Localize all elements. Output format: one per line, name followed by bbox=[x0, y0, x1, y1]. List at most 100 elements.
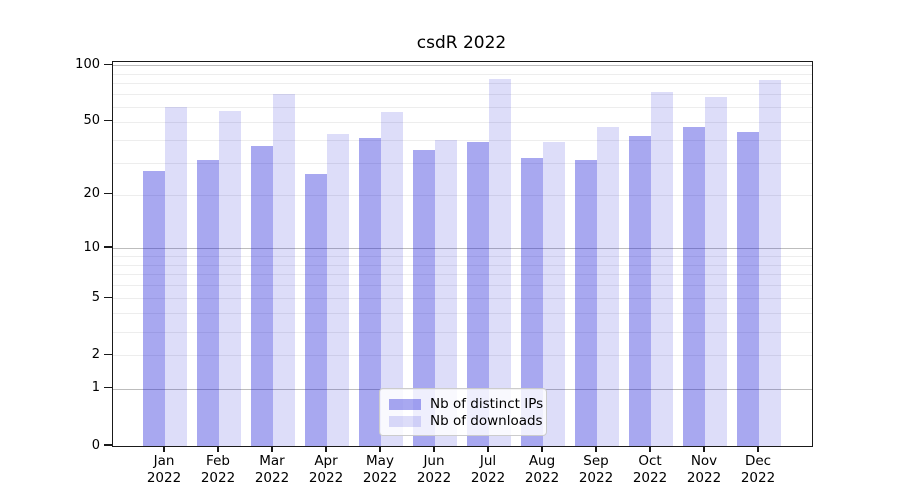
x-tick-label-month: Jul bbox=[479, 453, 497, 469]
legend-label-downloads: Nb of downloads bbox=[430, 413, 543, 429]
bar-downloads bbox=[327, 133, 349, 446]
bar-distinct-ips bbox=[683, 126, 705, 446]
bar-downloads bbox=[381, 112, 403, 446]
bar-downloads bbox=[759, 80, 781, 446]
y-tick-label: 0 bbox=[91, 437, 100, 453]
x-tick-mark bbox=[757, 446, 759, 452]
x-tick-label-year: 2022 bbox=[686, 470, 722, 486]
legend-item-distinct-ips: Nb of distinct IPs bbox=[389, 396, 543, 412]
bar-distinct-ips bbox=[359, 137, 381, 446]
x-tick-label-year: 2022 bbox=[200, 470, 236, 486]
bar-downloads bbox=[219, 111, 241, 446]
x-tick-mark bbox=[325, 446, 327, 452]
x-tick-label-year: 2022 bbox=[416, 470, 452, 486]
x-tick-mark bbox=[703, 446, 705, 452]
gridline-minor bbox=[113, 106, 812, 108]
bar-distinct-ips bbox=[251, 145, 273, 446]
bar-distinct-ips bbox=[629, 135, 651, 446]
gridline-major bbox=[113, 248, 812, 250]
bar-distinct-ips bbox=[521, 157, 543, 446]
x-tick-label: Aug 2022 bbox=[514, 453, 570, 487]
gridline-minor bbox=[113, 264, 812, 266]
legend-label-distinct-ips: Nb of distinct IPs bbox=[430, 396, 544, 412]
legend-swatch-distinct-ips-icon bbox=[389, 398, 421, 410]
x-tick-label-month: Dec bbox=[744, 453, 772, 469]
gridline-minor bbox=[113, 194, 812, 196]
x-tick-label: Oct 2022 bbox=[622, 453, 678, 487]
bar-downloads bbox=[651, 92, 673, 446]
y-tick-mark bbox=[104, 353, 112, 356]
x-tick-label: May 2022 bbox=[352, 453, 408, 487]
bar-distinct-ips bbox=[143, 171, 165, 446]
bar-distinct-ips bbox=[575, 160, 597, 446]
x-tick-label: Mar 2022 bbox=[244, 453, 300, 487]
x-tick-label: Jun 2022 bbox=[406, 453, 462, 487]
x-tick-label-month: Oct bbox=[638, 453, 662, 469]
x-tick-label: Feb 2022 bbox=[190, 453, 246, 487]
bar-downloads bbox=[435, 139, 457, 446]
x-tick-label-month: May bbox=[366, 453, 394, 469]
x-tick-label-year: 2022 bbox=[740, 470, 776, 486]
y-tick-mark bbox=[104, 246, 112, 248]
x-tick-label: Nov 2022 bbox=[676, 453, 732, 487]
x-tick-label-month: Jan bbox=[153, 453, 175, 469]
x-tick-mark bbox=[271, 446, 273, 452]
legend-swatch-downloads-icon bbox=[389, 415, 421, 427]
x-tick-label-month: Apr bbox=[314, 453, 338, 469]
x-tick-label-year: 2022 bbox=[470, 470, 506, 486]
y-tick-label: 1 bbox=[91, 380, 100, 396]
x-tick-label-month: Mar bbox=[259, 453, 285, 469]
y-tick-label: 50 bbox=[83, 113, 100, 129]
y-tick-label: 5 bbox=[91, 289, 100, 305]
y-tick-mark bbox=[104, 63, 112, 65]
gridline-minor bbox=[113, 121, 812, 123]
gridline-minor bbox=[113, 274, 812, 276]
x-tick-mark bbox=[649, 446, 651, 452]
x-tick-mark bbox=[433, 446, 435, 452]
gridline-minor bbox=[113, 313, 812, 315]
gridline-minor bbox=[113, 73, 812, 75]
gridline-minor bbox=[113, 285, 812, 287]
bar-distinct-ips bbox=[197, 160, 219, 446]
x-tick-label: Jan 2022 bbox=[136, 453, 192, 487]
x-tick-label-year: 2022 bbox=[254, 470, 290, 486]
x-tick-label-month: Nov bbox=[690, 453, 718, 469]
x-tick-mark bbox=[487, 446, 489, 452]
x-tick-label-year: 2022 bbox=[632, 470, 668, 486]
x-tick-mark bbox=[595, 446, 597, 452]
legend-item-downloads: Nb of downloads bbox=[389, 413, 543, 429]
bar-downloads bbox=[597, 126, 619, 446]
y-tick-mark bbox=[104, 296, 112, 298]
x-tick-label: Sep 2022 bbox=[568, 453, 624, 487]
y-tick-mark bbox=[104, 193, 112, 195]
gridline-minor bbox=[113, 94, 812, 96]
x-tick-mark bbox=[541, 446, 543, 452]
bar-downloads bbox=[273, 94, 295, 446]
legend: Nb of distinct IPs Nb of downloads bbox=[379, 388, 547, 436]
x-tick-mark bbox=[217, 446, 219, 452]
x-tick-label: Dec 2022 bbox=[730, 453, 786, 487]
y-tick-label: 20 bbox=[83, 186, 100, 202]
bar-distinct-ips bbox=[305, 174, 327, 446]
y-tick-label: 2 bbox=[91, 346, 100, 362]
gridline-minor bbox=[113, 331, 812, 333]
chart-title: csdR 2022 bbox=[416, 33, 507, 53]
bar-distinct-ips bbox=[467, 141, 489, 446]
x-tick-mark bbox=[379, 446, 381, 452]
y-tick-label: 10 bbox=[83, 239, 100, 255]
gridline-minor bbox=[113, 355, 812, 357]
gridline-minor bbox=[113, 298, 812, 300]
x-tick-label: Jul 2022 bbox=[460, 453, 516, 487]
bar-downloads bbox=[489, 79, 511, 446]
gridline-minor bbox=[113, 83, 812, 85]
x-tick-label-month: Aug bbox=[528, 453, 556, 469]
x-tick-label-year: 2022 bbox=[308, 470, 344, 486]
x-tick-label-year: 2022 bbox=[578, 470, 614, 486]
gridline-major bbox=[113, 65, 812, 67]
bar-distinct-ips bbox=[737, 131, 759, 446]
bar-downloads bbox=[165, 106, 187, 446]
y-tick-mark bbox=[104, 387, 112, 389]
x-tick-label-month: Feb bbox=[206, 453, 230, 469]
y-tick-label: 100 bbox=[75, 56, 100, 72]
